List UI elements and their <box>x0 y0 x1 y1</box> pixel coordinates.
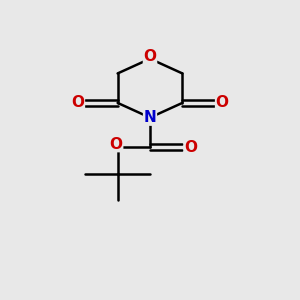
Text: O: O <box>184 140 197 154</box>
Text: N: N <box>144 110 156 125</box>
Text: O: O <box>143 49 157 64</box>
Text: O: O <box>110 136 123 152</box>
Text: O: O <box>71 95 84 110</box>
Text: O: O <box>216 95 229 110</box>
